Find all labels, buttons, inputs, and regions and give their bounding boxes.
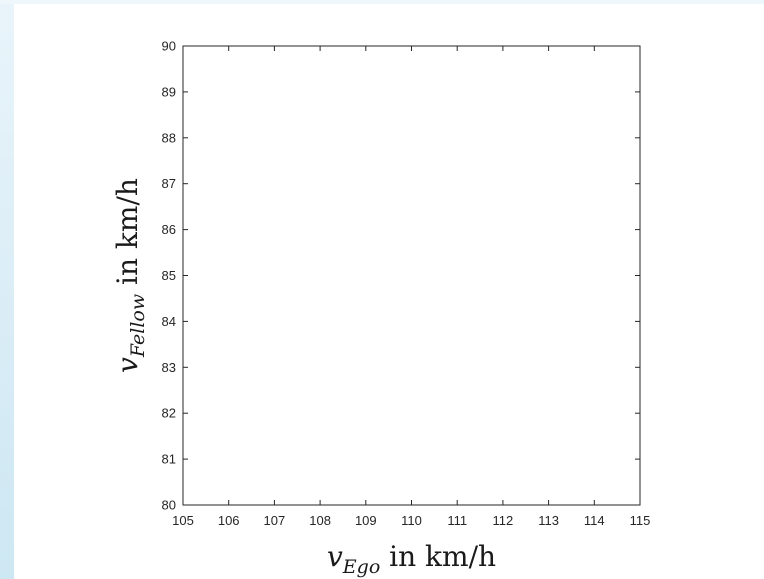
x-tick-label: 115 [630,513,651,528]
y-axis-label-subscript: Fellow [127,294,149,358]
x-axis-label-subscript: Ego [342,556,380,578]
y-tick-label: 83 [162,360,176,375]
x-tick-label: 108 [309,513,331,528]
y-tick-label: 90 [162,39,176,54]
y-tick-label: 86 [162,222,176,237]
y-tick-label: 82 [162,406,176,421]
y-tick-label: 88 [162,130,176,145]
x-axis-ticks [182,46,641,505]
y-tick-label: 81 [162,452,176,467]
y-tick-label: 80 [162,498,176,513]
x-axis-label-var: v [327,540,343,573]
x-axis-label-unit: in km/h [380,540,496,573]
y-axis-tick-labels: 80 81 82 83 84 85 86 87 88 89 90 [162,39,176,513]
page-top-strip [0,0,764,4]
x-tick-label: 107 [264,513,286,528]
page-edge-strip [0,0,14,579]
x-tick-label: 112 [493,513,514,528]
plot-area-frame [182,45,641,506]
x-axis-tick-labels: 105 106 107 108 109 110 111 112 113 114 115 [172,513,650,528]
y-axis-label-var: v [111,357,144,373]
y-tick-label: 89 [162,84,176,99]
x-tick-label: 109 [355,513,377,528]
y-axis-label-unit: in km/h [111,178,144,294]
x-axis-label: vEgo in km/h [327,540,496,578]
y-axis-label: vFellow in km/h [111,178,149,373]
x-tick-label: 111 [447,513,467,528]
y-axis-ticks [183,45,640,506]
x-tick-label: 110 [401,513,422,528]
y-tick-label: 87 [162,176,176,191]
x-tick-label: 114 [584,513,605,528]
x-tick-label: 106 [218,513,240,528]
x-tick-label: 105 [172,513,194,528]
y-tick-label: 84 [162,314,176,329]
x-tick-label: 113 [538,513,559,528]
y-tick-label: 85 [162,268,176,283]
